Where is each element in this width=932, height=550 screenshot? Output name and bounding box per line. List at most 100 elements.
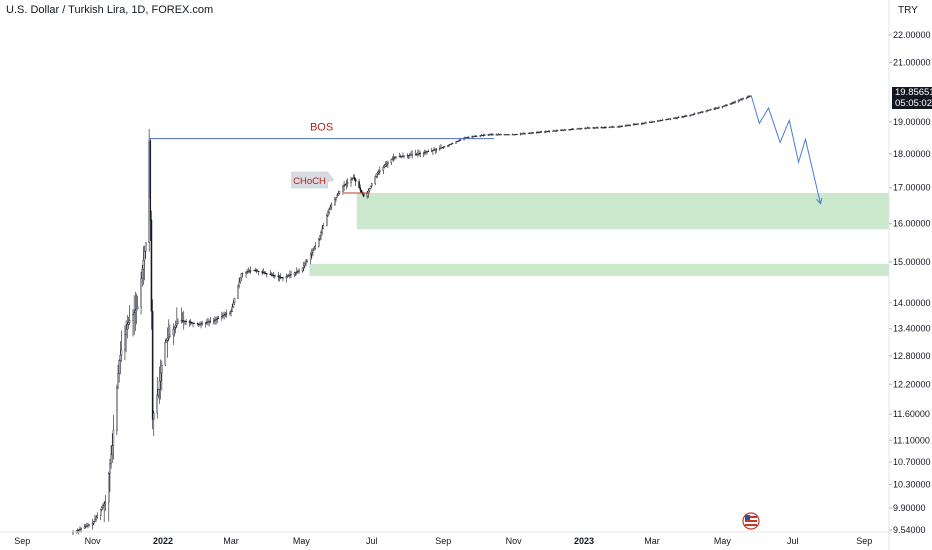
candle xyxy=(269,269,272,275)
price-axis[interactable]: 22.00000 21.00000 19.00000 18.00000 17.00000… xyxy=(888,0,931,550)
candle-body xyxy=(707,109,710,111)
candle-body xyxy=(376,172,379,175)
candle xyxy=(738,99,741,102)
candle xyxy=(612,125,614,128)
candle-body xyxy=(555,130,558,132)
candle-body xyxy=(157,388,160,396)
candle xyxy=(745,96,748,100)
candle-body xyxy=(637,123,639,125)
candle xyxy=(733,101,735,104)
candle-body xyxy=(529,132,531,134)
candle xyxy=(254,267,257,272)
candle-body xyxy=(246,271,248,273)
candle xyxy=(605,126,607,129)
candle xyxy=(312,248,314,257)
candle xyxy=(201,320,203,326)
candle-body xyxy=(553,130,555,132)
price-tick-label: 14.00000 xyxy=(893,298,931,308)
candle-body xyxy=(232,302,235,308)
candle-body xyxy=(710,109,712,111)
candle-body xyxy=(185,321,187,323)
candle xyxy=(330,202,333,211)
candle xyxy=(495,133,498,136)
candle-body xyxy=(738,99,741,101)
candle-body xyxy=(465,137,468,139)
candle-body xyxy=(612,126,614,128)
candle xyxy=(690,114,693,116)
candle xyxy=(448,144,450,147)
candle xyxy=(176,307,178,329)
candle-body xyxy=(512,134,515,136)
candle-body xyxy=(221,316,223,319)
candle-body xyxy=(628,125,630,127)
candle xyxy=(705,110,708,113)
candle xyxy=(475,135,478,137)
candle-body xyxy=(401,155,403,157)
candle-body xyxy=(319,235,321,240)
candle xyxy=(456,141,458,143)
candle-body xyxy=(632,124,635,126)
candle xyxy=(263,270,266,275)
candle xyxy=(395,156,397,160)
candle xyxy=(329,204,331,211)
candle-body xyxy=(636,123,638,125)
candle xyxy=(181,312,184,323)
candle-body xyxy=(448,144,450,146)
candle xyxy=(334,196,336,206)
candle xyxy=(636,123,638,125)
candle xyxy=(544,131,546,133)
candle xyxy=(644,121,646,124)
candle xyxy=(193,322,195,324)
candle-body xyxy=(188,321,191,323)
candle-body xyxy=(230,311,232,313)
candle xyxy=(222,312,224,319)
candle xyxy=(726,104,728,107)
choch-label: CHoCH xyxy=(293,176,326,187)
candle xyxy=(508,133,510,136)
candle xyxy=(362,193,365,198)
candle xyxy=(455,141,457,144)
candle-body xyxy=(708,109,711,111)
candle-body xyxy=(474,136,477,138)
candle xyxy=(83,523,86,530)
candle-body xyxy=(537,132,539,134)
candle xyxy=(359,184,361,194)
candle xyxy=(134,291,137,331)
flag-icon[interactable] xyxy=(742,512,760,530)
candle xyxy=(683,115,686,118)
candle xyxy=(102,503,104,510)
candle-body xyxy=(119,354,122,361)
candle-body xyxy=(659,120,661,122)
candle-body xyxy=(240,273,243,279)
candle-body xyxy=(595,127,598,129)
time-tick-label: Sep xyxy=(14,536,30,546)
candle xyxy=(474,135,477,138)
candle-body xyxy=(345,183,348,185)
time-tick-label: Jul xyxy=(366,536,378,546)
candle xyxy=(427,149,430,152)
candle xyxy=(737,99,740,103)
candle-body xyxy=(245,272,247,274)
candle-body xyxy=(554,130,556,132)
candle-body xyxy=(222,315,224,317)
candle-body xyxy=(256,270,259,272)
candle xyxy=(293,271,296,278)
candle-body xyxy=(366,193,368,197)
candle-body xyxy=(88,524,90,526)
candle-body xyxy=(165,340,168,343)
time-tick-label: Nov xyxy=(85,536,102,546)
candle xyxy=(354,178,357,187)
candle xyxy=(702,110,704,114)
price-tick-label: 13.40000 xyxy=(893,324,931,334)
candle-body xyxy=(213,320,215,322)
candle-body xyxy=(644,122,646,124)
candle xyxy=(124,325,126,361)
candle xyxy=(111,433,113,464)
candle xyxy=(634,123,636,126)
choch-callout xyxy=(291,171,335,189)
time-axis[interactable]: Sep Nov 2022 Mar May Jul Sep Nov 2023 Mar May Jul Se… xyxy=(0,531,889,546)
candle xyxy=(500,133,502,136)
candle xyxy=(600,126,603,129)
